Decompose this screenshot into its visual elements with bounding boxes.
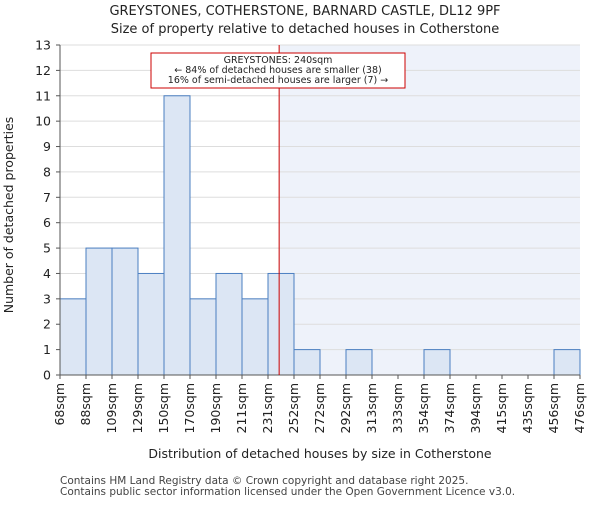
x-tick-label: 374sqm [442, 383, 457, 433]
annotation-box: GREYSTONES: 240sqm ← 84% of detached hou… [150, 52, 406, 89]
y-tick-label: 8 [43, 164, 51, 179]
bar [345, 349, 373, 376]
y-tick-label: 10 [35, 114, 51, 129]
x-tick-label: 354sqm [416, 383, 431, 433]
footer-line-1: Contains HM Land Registry data © Crown c… [60, 475, 468, 487]
bar [241, 298, 269, 376]
chart-title: GREYSTONES, COTHERSTONE, BARNARD CASTLE,… [109, 4, 500, 19]
bar [215, 272, 243, 376]
chart-subtitle: Size of property relative to detached ho… [111, 22, 500, 37]
y-tick-label: 13 [35, 38, 51, 53]
y-tick-label: 7 [43, 190, 51, 205]
bar [85, 247, 113, 376]
bar [293, 349, 321, 376]
x-tick-label: 333sqm [390, 383, 405, 433]
x-tick-label: 292sqm [338, 383, 353, 433]
annotation-line-2: ← 84% of detached houses are smaller (38… [174, 65, 381, 76]
y-tick-label: 2 [43, 317, 51, 332]
y-axis-label: Number of detached properties [1, 117, 16, 314]
x-tick-label: 68sqm [52, 383, 67, 426]
x-tick-label: 252sqm [286, 383, 301, 433]
bar [163, 95, 191, 376]
y-tick-label: 6 [43, 215, 51, 230]
annotation-frame [150, 52, 406, 89]
x-tick-label: 415sqm [494, 383, 509, 433]
x-tick-label: 313sqm [364, 383, 379, 433]
y-tick-label: 11 [35, 88, 51, 103]
bar [553, 349, 581, 376]
x-tick-label: 435sqm [520, 383, 535, 433]
y-tick-label: 3 [43, 291, 51, 306]
x-tick-label: 170sqm [182, 383, 197, 433]
annotation-line-3: 16% of semi-detached houses are larger (… [168, 75, 388, 86]
x-tick-label: 231sqm [260, 383, 275, 433]
x-tick-label: 456sqm [546, 383, 561, 433]
bar [189, 298, 217, 376]
x-tick-label: 272sqm [312, 383, 327, 433]
y-tick-label: 5 [43, 241, 51, 256]
y-tick-label: 9 [43, 139, 51, 154]
annotation-line-1: GREYSTONES: 240sqm [224, 55, 333, 66]
y-tick-label: 12 [35, 63, 51, 78]
x-tick-label: 394sqm [468, 383, 483, 433]
x-tick-label: 109sqm [104, 383, 119, 433]
bar [59, 298, 87, 376]
x-tick-label: 476sqm [572, 383, 587, 433]
x-axis-label: Distribution of detached houses by size … [148, 446, 492, 461]
highlight-region [279, 45, 580, 375]
bar [137, 272, 165, 376]
bar [423, 349, 451, 376]
x-tick-label: 211sqm [234, 383, 249, 433]
y-tick-label: 0 [43, 368, 51, 383]
y-tick-label: 1 [43, 342, 51, 357]
bar [111, 247, 139, 376]
x-tick-label: 88sqm [78, 383, 93, 426]
x-tick-label: 129sqm [130, 383, 145, 433]
bar [267, 272, 295, 376]
y-tick-label: 4 [43, 266, 51, 281]
x-tick-label: 190sqm [208, 383, 223, 433]
x-tick-label: 150sqm [156, 383, 171, 433]
footer-line-2: Contains public sector information licen… [60, 486, 515, 498]
